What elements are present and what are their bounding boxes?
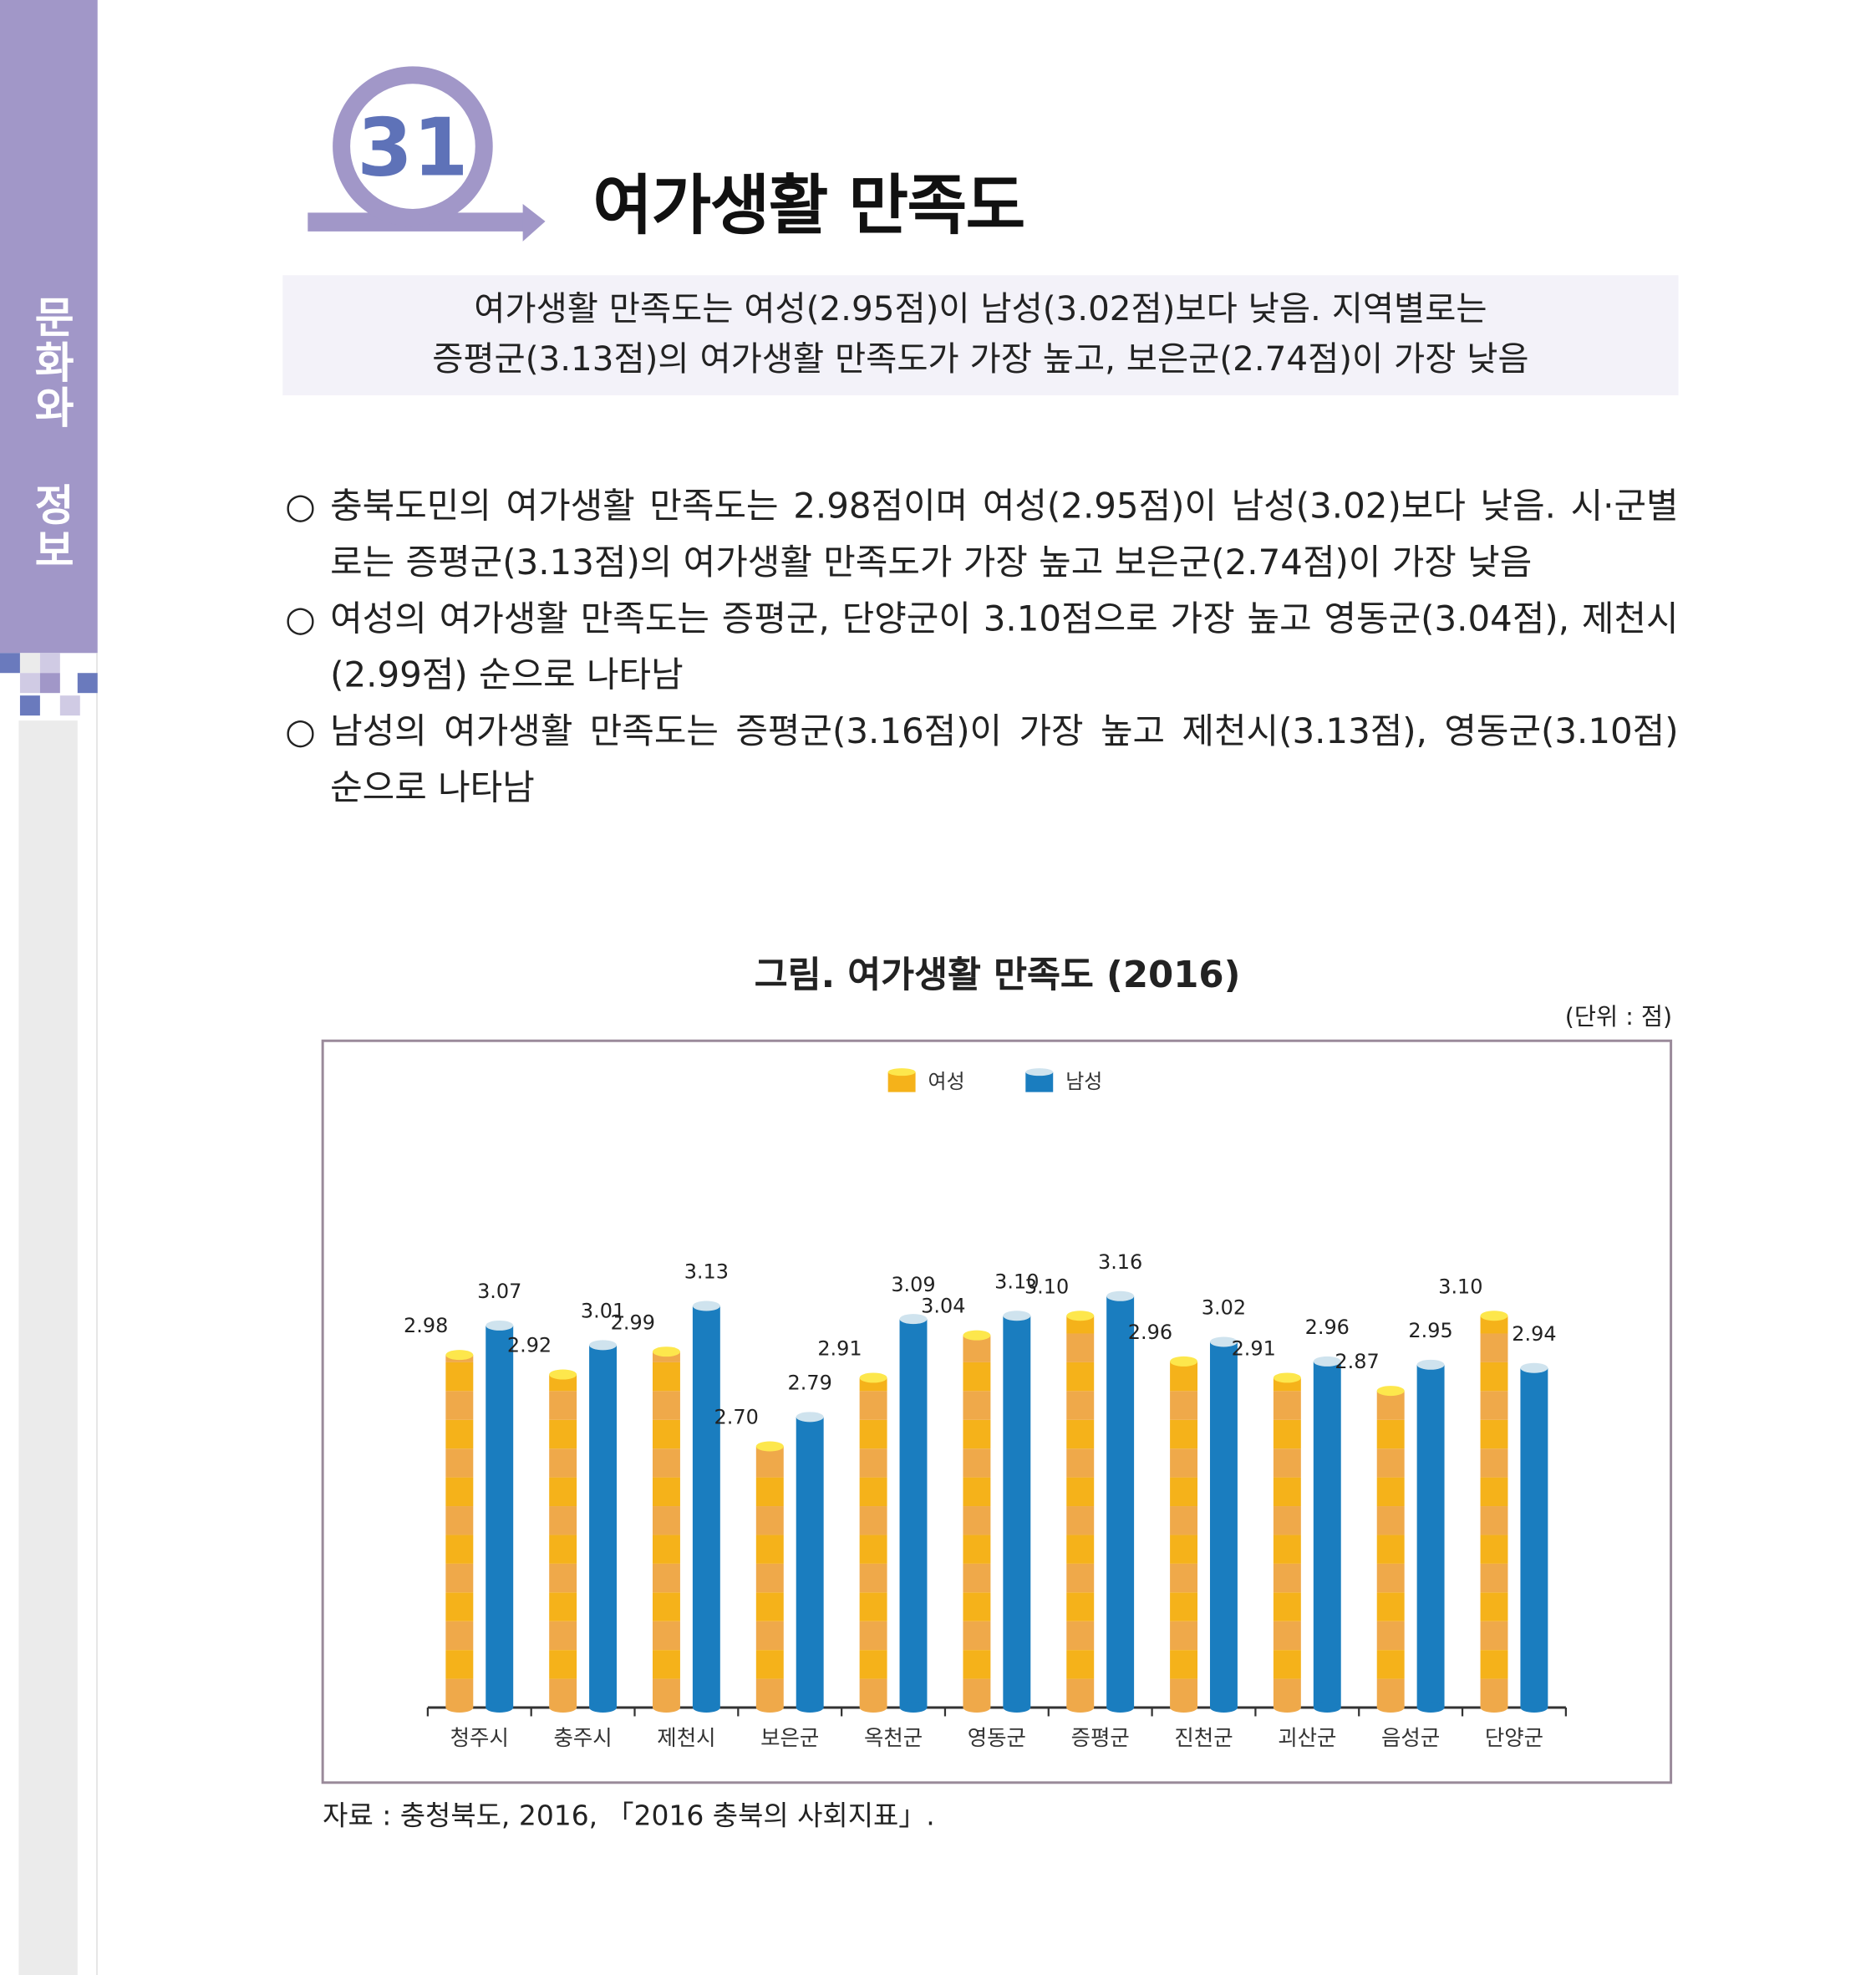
data-label: 3.10 [994, 1270, 1039, 1293]
bullet-item: ○ 충북도민의 여가생활 만족도는 2.98점이며 여성(2.95점)이 남성(3… [285, 478, 1678, 591]
chart-frame [321, 1039, 1673, 1784]
summary-line: 증평군(3.13점)의 여가생활 만족도가 가장 높고, 보은군(2.74점)이… [432, 340, 1529, 379]
bar-female [963, 1330, 991, 1713]
bar-female [1480, 1311, 1508, 1713]
data-label: 3.09 [891, 1273, 935, 1296]
data-label: 2.87 [1335, 1350, 1379, 1373]
data-label: 3.07 [477, 1280, 521, 1303]
legend-label: 여성 [928, 1070, 965, 1093]
x-tick-label: 단양군 [1485, 1725, 1543, 1750]
data-label: 2.79 [788, 1371, 832, 1394]
x-tick-label: 진천군 [1174, 1725, 1233, 1750]
x-tick-label: 괴산군 [1278, 1725, 1336, 1750]
bar-female [859, 1372, 887, 1713]
bar-male [1416, 1359, 1445, 1713]
circle-bullet-icon: ○ [285, 710, 316, 752]
decor-square [0, 653, 20, 674]
circle-bullet-icon: ○ [285, 485, 316, 527]
circle-bullet-icon: ○ [285, 598, 316, 639]
bar-male [796, 1412, 824, 1713]
x-tick-label: 충주시 [553, 1725, 612, 1750]
decor-square [77, 673, 98, 694]
legend-item: 여성 [887, 1068, 965, 1093]
source-note: 자료 : 충청북도, 2016, 「2016 충북의 사회지표」. [323, 1801, 935, 1833]
data-label: 3.10 [1024, 1275, 1069, 1298]
data-label: 2.91 [1232, 1337, 1276, 1361]
data-label: 2.98 [404, 1314, 448, 1337]
data-label: 3.01 [581, 1299, 625, 1322]
decor-square [19, 653, 40, 674]
legend-swatch [1025, 1071, 1054, 1092]
data-label: 3.13 [684, 1260, 729, 1284]
chart-unit: (단위 : 점) [1564, 1003, 1673, 1031]
bullet-text: 충북도민의 여가생활 만족도는 2.98점이며 여성(2.95점)이 남성(3.… [330, 485, 1679, 583]
data-label: 2.96 [1305, 1316, 1350, 1339]
bar-male [899, 1314, 928, 1713]
divider [96, 653, 98, 1975]
chart-title: 그림. 여가생활 만족도 (2016) [754, 953, 1241, 996]
bar-male [692, 1301, 720, 1713]
data-label: 2.99 [611, 1311, 655, 1334]
data-label: 3.10 [1438, 1275, 1482, 1298]
x-tick-label: 옥천군 [864, 1725, 923, 1750]
data-label: 2.92 [507, 1334, 552, 1357]
decor-square [59, 695, 80, 716]
page-title: 여가생활 만족도 [592, 169, 1025, 244]
bar-female [1170, 1356, 1198, 1713]
x-tick-label: 청주시 [450, 1725, 509, 1750]
x-tick-label: 증평군 [1071, 1725, 1130, 1750]
bar-male [1520, 1362, 1548, 1713]
legend-swatch [887, 1071, 916, 1092]
decor-square [19, 673, 40, 694]
sidebar-strip [18, 720, 78, 1975]
bar-female [653, 1346, 680, 1713]
bar-female [1273, 1372, 1301, 1713]
x-tick-label: 영동군 [968, 1725, 1026, 1750]
data-label: 2.96 [1128, 1321, 1172, 1344]
x-tick-label: 제천시 [657, 1725, 715, 1750]
bullet-item: ○ 남성의 여가생활 만족도는 증평군(3.16점)이 가장 높고 제천시(3.1… [285, 703, 1678, 816]
bullet-text: 남성의 여가생활 만족도는 증평군(3.16점)이 가장 높고 제천시(3.13… [330, 710, 1679, 808]
data-label: 2.70 [714, 1406, 759, 1429]
sidebar-band [0, 0, 98, 654]
bar-female [445, 1350, 474, 1713]
legend-label: 남성 [1065, 1070, 1102, 1093]
bullet-item: ○ 여성의 여가생활 만족도는 증평군, 단양군이 3.10점으로 가장 높고 영… [285, 590, 1678, 703]
section-label: 문화와 정보 [24, 295, 75, 573]
bullet-text: 여성의 여가생활 만족도는 증평군, 단양군이 3.10점으로 가장 높고 영동… [330, 598, 1679, 696]
bar-female [549, 1369, 577, 1713]
bar-male [1209, 1336, 1238, 1713]
section-number-badge: 31 [308, 66, 546, 242]
bullet-list: ○ 충북도민의 여가생활 만족도는 2.98점이며 여성(2.95점)이 남성(3… [285, 478, 1678, 816]
decor-square [39, 653, 60, 674]
summary-line: 여가생활 만족도는 여성(2.95점)이 남성(3.02점)보다 낮음. 지역별… [474, 290, 1487, 329]
bar-female [755, 1441, 784, 1713]
bar-male [589, 1340, 618, 1713]
data-label: 2.91 [817, 1337, 862, 1361]
decor-square [19, 695, 40, 716]
x-tick-label: 음성군 [1381, 1725, 1440, 1750]
bar-female [1376, 1386, 1405, 1713]
data-label: 2.94 [1512, 1322, 1556, 1346]
section-number: 31 [357, 101, 468, 195]
bar-chart: 청주시 2.98 3.07 충주시 2.92 3.01 제천시 2.99 3.13 보은군 2.70… [404, 1068, 1567, 1750]
bar-male [1106, 1290, 1135, 1713]
data-label: 3.04 [921, 1295, 965, 1318]
bar-male [1003, 1311, 1031, 1713]
bar-male [486, 1320, 514, 1713]
data-label: 3.16 [1098, 1250, 1142, 1274]
data-label: 3.02 [1202, 1296, 1246, 1320]
data-label: 2.95 [1408, 1319, 1452, 1342]
bar-male [1313, 1356, 1341, 1713]
decor-square [39, 673, 60, 694]
summary-box: 여가생활 만족도는 여성(2.95점)이 남성(3.02점)보다 낮음. 지역별… [282, 275, 1679, 395]
x-tick-label: 보은군 [760, 1725, 819, 1750]
legend-item: 남성 [1025, 1068, 1102, 1093]
bar-female [1066, 1311, 1095, 1713]
